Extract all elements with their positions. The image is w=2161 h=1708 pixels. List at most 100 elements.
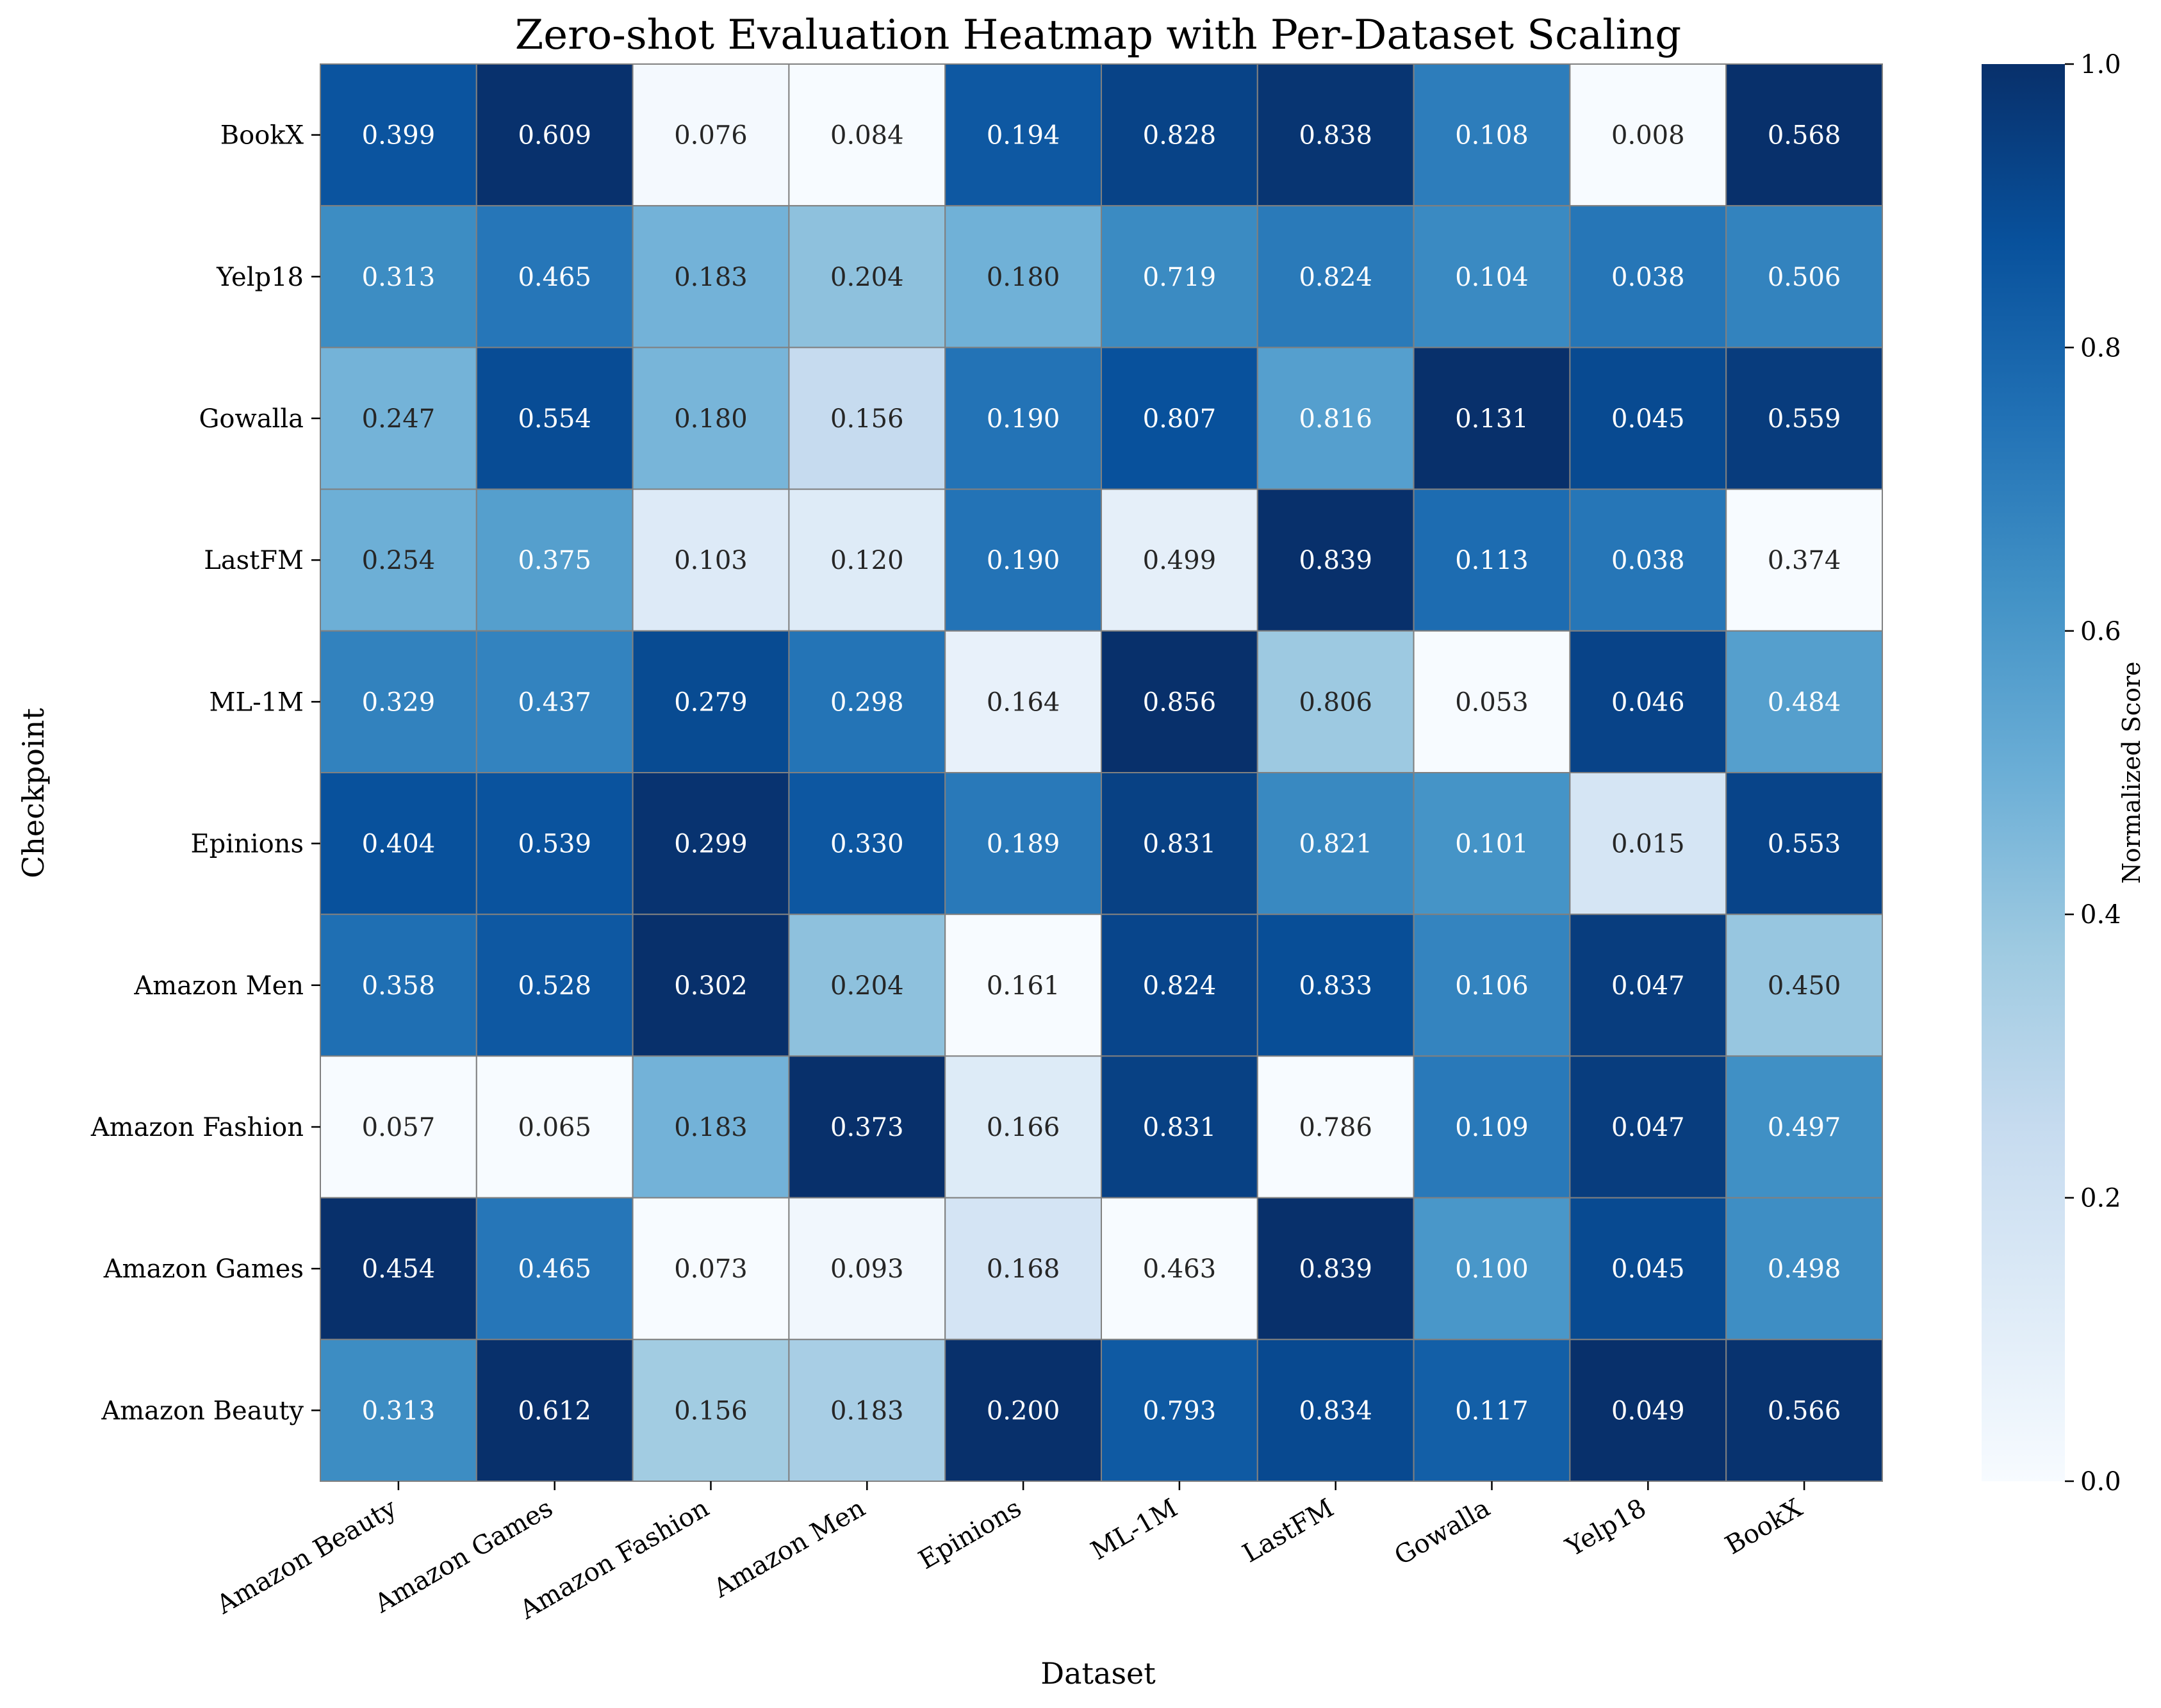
heatmap-cell [1101,1338,1258,1482]
cell-value-label: 0.824 [1143,971,1217,1001]
x-tick-label: BookX [1720,1493,1807,1561]
heatmap-cell [944,347,1102,490]
y-tick-label: Yelp18 [216,263,304,292]
cell-value-label: 0.856 [1143,687,1217,717]
heatmap-cell [1256,488,1415,632]
cell-value-label: 0.038 [1611,546,1685,575]
colorbar-tick-label: 1.0 [2080,50,2121,79]
cell-value-label: 0.131 [1455,404,1529,434]
y-tick-label: Amazon Men [133,971,304,1001]
heatmap-cell [1256,914,1415,1057]
heatmap-cell [1101,205,1258,349]
colorbar-tick-label: 0.8 [2080,333,2121,363]
heatmap-cell [1413,205,1571,349]
cell-value-label: 0.330 [830,830,904,859]
heatmap-cell [1725,205,1883,349]
colorbar-label: Normalized Score [2117,661,2146,883]
heatmap-cell [1569,1338,1727,1482]
heatmap-cell [1413,347,1571,490]
cell-value-label: 0.065 [518,1113,591,1142]
cell-value-label: 0.057 [362,1113,436,1142]
heatmap-cell [944,772,1102,916]
heatmap-cell [944,488,1102,632]
cell-value-label: 0.807 [1143,404,1217,434]
heatmap-cell [320,772,477,916]
heatmap-cell [1413,914,1571,1057]
cell-value-label: 0.373 [830,1113,904,1142]
cell-value-label: 0.047 [1611,1113,1685,1142]
heatmap-cell [944,1338,1102,1482]
heatmap-cell [475,347,634,490]
heatmap-cell [1725,347,1883,490]
cell-value-label: 0.015 [1611,830,1685,859]
cell-value-label: 0.786 [1299,1113,1372,1142]
cell-value-label: 0.793 [1143,1396,1217,1425]
cell-value-label: 0.374 [1768,546,1841,575]
heatmap-cell [320,1197,477,1340]
cell-value-label: 0.073 [674,1254,748,1284]
cell-value-label: 0.833 [1299,971,1372,1001]
cell-value-label: 0.093 [830,1254,904,1284]
colorbar-tick-label: 0.0 [2080,1467,2121,1497]
heatmap-cell [1413,1197,1571,1340]
cell-value-label: 0.100 [1455,1254,1529,1284]
heatmap-cell [1101,630,1258,773]
cell-value-label: 0.183 [674,263,748,292]
y-tick-label: BookX [220,121,304,151]
colorbar [1982,64,2065,1481]
heatmap-cell [1101,488,1258,632]
cell-value-label: 0.103 [674,546,748,575]
heatmap-cell [1569,1197,1727,1340]
heatmap-cell [1725,630,1883,773]
heatmap-cell [788,1197,946,1340]
heatmap-cell [1413,63,1571,207]
cell-value-label: 0.838 [1299,121,1372,151]
cell-value-label: 0.168 [987,1254,1060,1284]
heatmap-cell [1413,630,1571,773]
cell-value-label: 0.046 [1611,687,1685,717]
heatmap-cell [1725,914,1883,1057]
heatmap-cell [1256,347,1415,490]
cell-value-label: 0.450 [1768,971,1841,1001]
heatmap-cell [632,63,790,207]
heatmap-cell [1725,63,1883,207]
heatmap-cell [788,914,946,1057]
cell-value-label: 0.831 [1143,1113,1217,1142]
heatmap-cell [1413,1338,1571,1482]
cell-value-label: 0.189 [987,830,1060,859]
cell-value-label: 0.008 [1611,121,1685,151]
cell-value-label: 0.076 [674,121,748,151]
heatmap-cell [320,488,477,632]
heatmap-cell [1569,630,1727,773]
heatmap-cell [1101,1055,1258,1199]
cell-value-label: 0.437 [518,687,591,717]
cell-value-label: 0.313 [362,263,436,292]
cell-value-label: 0.404 [362,830,436,859]
cell-value-label: 0.834 [1299,1396,1372,1425]
heatmap-cell [944,205,1102,349]
cell-value-label: 0.302 [674,971,748,1001]
heatmap-cell [475,63,634,207]
heatmap-cell [1569,488,1727,632]
cell-value-label: 0.104 [1455,263,1529,292]
cell-value-label: 0.465 [518,263,591,292]
cell-value-label: 0.299 [674,830,748,859]
colorbar-tick-label: 0.2 [2080,1184,2121,1213]
y-tick-label: Epinions [190,830,304,859]
cell-value-label: 0.084 [830,121,904,151]
heatmap-cell [788,772,946,916]
heatmap-cell [632,630,790,773]
heatmap-cell [1569,772,1727,916]
cell-value-label: 0.038 [1611,263,1685,292]
cell-value-label: 0.568 [1768,121,1841,151]
heatmap-cell [944,1197,1102,1340]
heatmap-cell [1256,772,1415,916]
cell-value-label: 0.047 [1611,971,1685,1001]
heatmap-cell-labels: 0.399 0.609 0.076 0.084 0.194 0.828 0.838 0.108… [362,121,1841,1426]
cell-value-label: 0.279 [674,687,748,717]
cell-value-label: 0.156 [830,404,904,434]
heatmap-cells [320,63,1883,1482]
heatmap-cell [788,1055,946,1199]
heatmap-cell [788,205,946,349]
